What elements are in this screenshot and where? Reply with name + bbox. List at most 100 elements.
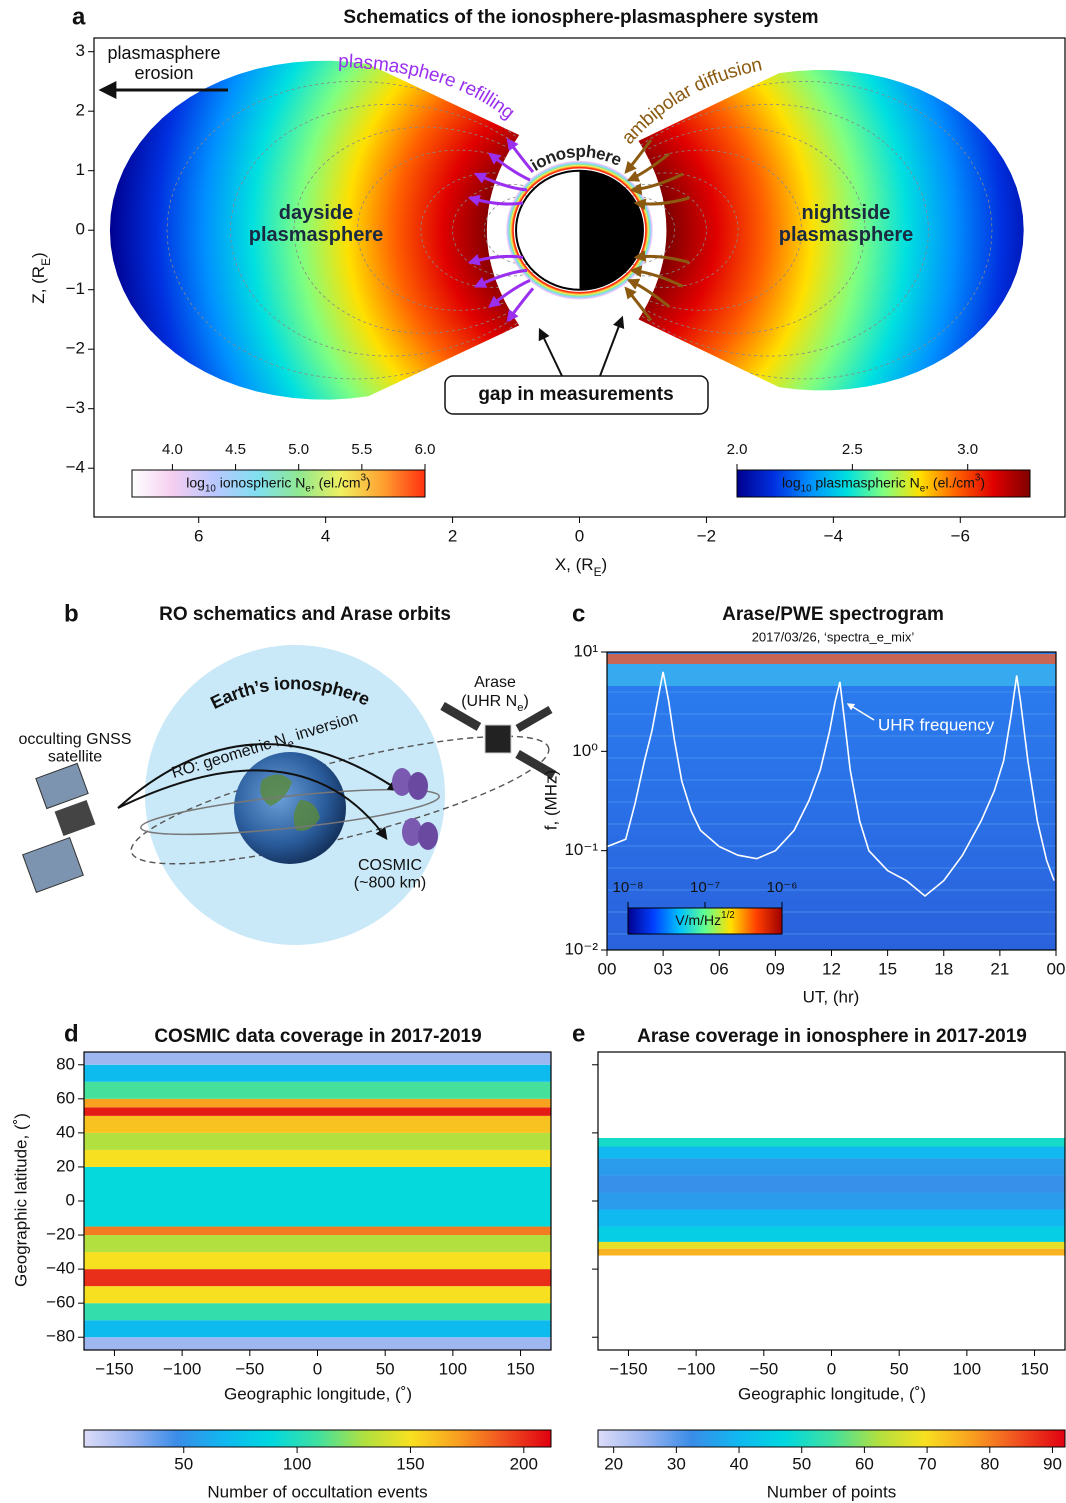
x-tick-label: 2: [448, 526, 457, 545]
heatmap-cell: [598, 1192, 1065, 1210]
y-axis-label: f, (MHz): [541, 770, 560, 830]
heatmap-cell: [84, 1286, 551, 1304]
field-line: [624, 184, 707, 277]
text-part: , (el./cm: [925, 474, 975, 490]
colorbar: [131, 469, 426, 498]
y-tick-label: 1: [76, 160, 85, 179]
refilling-arrow: [506, 287, 535, 323]
ro-ray: [117, 743, 400, 809]
ionosphere-ring: [510, 164, 649, 296]
text-part: Z, (R: [29, 266, 48, 304]
text-part: ): [602, 555, 608, 574]
text-part: 10: [205, 484, 216, 495]
y-tick-label: −1: [66, 279, 85, 298]
heatmap-cell: [84, 1052, 551, 1065]
field-line: [606, 103, 930, 357]
heatmap-cell: [598, 1241, 1065, 1249]
panel-letter: c: [572, 600, 585, 627]
x-tick-label: −150: [95, 1359, 133, 1378]
diffusion-arrow: [633, 196, 690, 211]
heatmap-cell: [84, 1303, 551, 1321]
x-tick-label: 150: [506, 1359, 534, 1378]
colorbar: [736, 469, 1031, 498]
y-tick-label: 10¹: [573, 641, 598, 660]
gap-arrow: [599, 315, 625, 377]
text-part: X, (R: [555, 555, 594, 574]
heatmap-cell: [84, 1107, 551, 1116]
continents: [260, 774, 320, 831]
x-tick-label: −50: [749, 1359, 778, 1378]
heatmap-cell: [84, 1098, 551, 1108]
x-tick-label: 100: [439, 1359, 467, 1378]
x-tick-label: 50: [376, 1359, 395, 1378]
colorbar-label: log10 plasmaspheric Ne, (el./cm3): [782, 473, 985, 495]
field-line: [631, 195, 676, 265]
text-part: 3: [361, 473, 367, 484]
x-tick-label: 06: [710, 959, 729, 978]
spectrogram-band: [607, 664, 1056, 686]
panel-subtitle: 2017/03/26, ‘spectra_e_mix’: [752, 629, 915, 644]
x-tick-label: −6: [951, 526, 970, 545]
colorbar-label: Number of points: [767, 1482, 896, 1501]
x-tick-label: 6: [194, 526, 203, 545]
text-part: e: [517, 702, 523, 714]
colorbar-label: log10 ionospheric Ne, (el./cm3): [186, 473, 370, 495]
text-part: e: [305, 484, 311, 495]
colorbar-tick-label: 2.0: [727, 441, 748, 458]
colorbar-tick-label: 200: [510, 1454, 538, 1473]
colorbar-tick-label: 4.5: [225, 441, 246, 458]
spectrogram-background: [607, 652, 1056, 950]
x-tick-label: 18: [934, 959, 953, 978]
heatmap-cell: [84, 1132, 551, 1150]
text-part: plasmasphere: [107, 43, 220, 63]
refilling-arrow: [467, 194, 524, 207]
text-part: E: [39, 258, 53, 266]
diagram-label: occulting GNSS satellite: [19, 731, 132, 766]
diffusion-arrow: [629, 265, 684, 288]
y-tick-label: −3: [66, 398, 85, 417]
x-tick-label: 21: [990, 959, 1009, 978]
heatmap-cell: [84, 1252, 551, 1270]
y-tick-label: 10⁻²: [564, 939, 598, 958]
refilling-arrow: [467, 254, 524, 266]
x-tick-label: 03: [654, 959, 673, 978]
field-line: [483, 195, 528, 265]
colorbar-label: V/m/Hz1/2: [675, 910, 735, 928]
y-tick-label: 0: [76, 220, 85, 239]
colorbar-tick-label: 60: [855, 1454, 874, 1473]
x-tick-label: 4: [321, 526, 330, 545]
ionosphere-ring: [508, 162, 651, 298]
colorbar-tick-label: 5.5: [351, 441, 372, 458]
x-tick-label: 100: [953, 1359, 981, 1378]
panel-title: Arase coverage in ionosphere in 2017-201…: [637, 1026, 1027, 1047]
ionosphere-ring: [512, 166, 647, 294]
field-line: [293, 126, 550, 334]
text-part: e: [920, 484, 926, 495]
y-axis-label: Z, (RE): [29, 252, 53, 303]
colorbar-tick-label: 50: [792, 1454, 811, 1473]
spectrogram-band: [607, 654, 1056, 664]
heatmap-cell: [598, 1158, 1065, 1176]
text-part: log: [186, 474, 205, 490]
ionosphere-ring: [507, 161, 652, 299]
x-tick-label: −150: [609, 1359, 647, 1378]
x-tick-label: −100: [163, 1359, 201, 1378]
x-tick-label: 50: [890, 1359, 909, 1378]
x-axis-label: X, (RE): [555, 555, 607, 579]
text-part: ): [980, 474, 985, 490]
heatmap-cell: [84, 1149, 551, 1167]
field-line: [619, 172, 739, 288]
refilling-arrow: [473, 268, 528, 288]
heatmap-cell: [598, 1209, 1065, 1227]
arase-satellite: [440, 702, 557, 779]
y-tick-label: 0: [66, 1190, 75, 1209]
colorbar: [597, 1429, 1066, 1448]
x-tick-label: −4: [824, 526, 843, 545]
y-tick-label: 10⁻¹: [564, 840, 598, 859]
panel-letter: a: [72, 3, 86, 30]
y-tick-label: −40: [46, 1259, 75, 1278]
text-part: ): [366, 474, 371, 490]
text-part: plasmasphere: [249, 224, 384, 246]
earth-night: [579, 170, 643, 290]
x-tick-label: 0: [575, 526, 584, 545]
